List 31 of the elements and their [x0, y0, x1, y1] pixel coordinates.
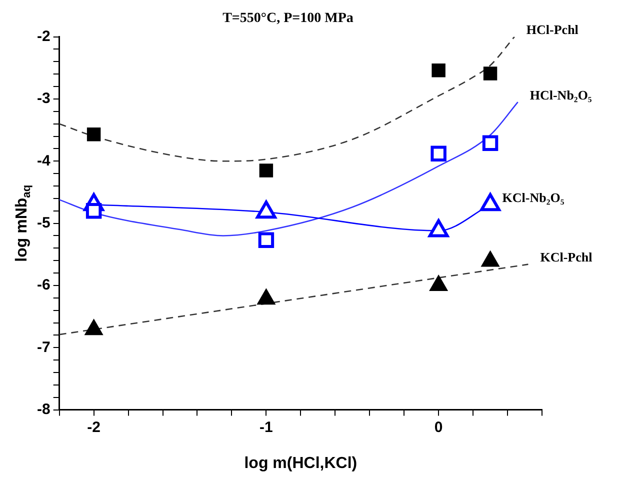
- x-tick-label: -2: [87, 418, 100, 436]
- y-tick-label: -4: [36, 152, 51, 170]
- y-tick-label: -6: [36, 276, 50, 294]
- point: [84, 319, 103, 336]
- chart-title: T=550°C, P=100 MPa: [222, 11, 354, 26]
- y-axis-title: log mNbaq: [13, 184, 33, 262]
- point: [482, 135, 498, 151]
- y-tick-label: -5: [36, 214, 50, 232]
- point: [86, 128, 101, 142]
- x-tick-label: 0: [434, 418, 443, 436]
- y-tick-label: -7: [36, 338, 50, 356]
- point: [430, 146, 446, 162]
- point: [481, 250, 500, 267]
- y-tick-label: -3: [36, 90, 50, 108]
- y-tick-label: -2: [36, 28, 50, 45]
- series-label: KCl-Nb₂O₅: [502, 190, 564, 206]
- point: [259, 164, 274, 178]
- point: [256, 200, 276, 219]
- point: [432, 64, 446, 78]
- y-tick-label: -8: [36, 400, 50, 418]
- x-tick-label: -1: [260, 418, 273, 436]
- line-series: [59, 36, 516, 162]
- series-label: HCl-Pchl: [526, 22, 579, 38]
- series-label: KCl-Pchl: [540, 250, 593, 265]
- point: [483, 66, 498, 80]
- series-label: HCl-Nb₂O₅: [530, 87, 592, 102]
- x-axis-title: log m(HCl,KCl): [244, 454, 358, 472]
- point: [257, 288, 276, 305]
- point: [429, 274, 448, 291]
- point: [480, 193, 500, 212]
- point: [428, 219, 449, 238]
